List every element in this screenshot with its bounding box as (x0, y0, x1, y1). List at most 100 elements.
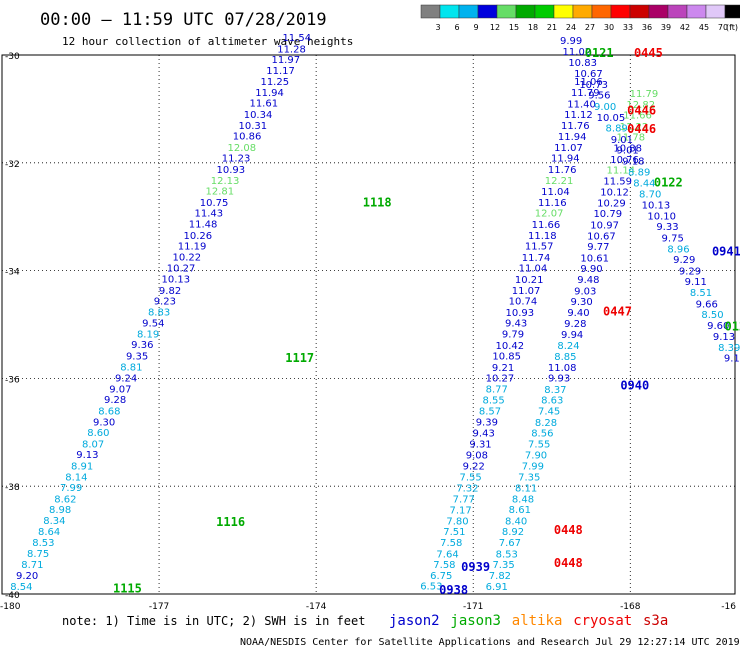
wave-height-value: 11.16 (538, 198, 567, 209)
wave-height-value: 9.28 (564, 319, 586, 330)
wave-height-value: 9.66 (696, 299, 718, 310)
wave-height-value: 8.40 (505, 516, 527, 527)
color-swatch (534, 4, 555, 19)
pass-time-label: 0447 (603, 304, 632, 318)
wave-height-value: 9.90 (580, 264, 602, 275)
wave-height-value: 11.22 (620, 122, 649, 133)
wave-height-value: 11.54 (282, 33, 311, 44)
color-swatch (496, 4, 517, 19)
wave-height-value: 7.32 (456, 484, 478, 495)
wave-height-value: 11.74 (522, 253, 551, 264)
wave-height-value: 11.07 (512, 286, 541, 297)
color-bin-label: 9 (473, 23, 478, 32)
wave-height-value: 8.37 (544, 385, 566, 396)
wave-height-value: 10.86 (233, 132, 262, 143)
wave-height-value: 9.30 (93, 417, 115, 428)
wave-height-value: 8.63 (541, 396, 563, 407)
color-swatch (572, 4, 593, 19)
pass-time-label: 0941 (712, 245, 740, 259)
wave-height-value: 10.22 (173, 252, 202, 263)
pass-time-label: 0446 (627, 103, 656, 117)
wave-height-value: 10.27 (167, 264, 196, 275)
wave-height-value: 11.12 (564, 110, 593, 121)
wave-height-value: 8.92 (502, 527, 524, 538)
wave-height-value: 8.71 (21, 560, 43, 571)
y-tick-label: -36 (5, 375, 20, 385)
wave-height-value: 9.21 (492, 363, 514, 374)
wave-height-value: 9.28 (104, 395, 126, 406)
color-swatch (686, 4, 707, 19)
wave-height-value: 9.56 (588, 91, 610, 102)
color-swatch (610, 4, 631, 19)
wave-height-value: 9.07 (109, 384, 131, 395)
x-tick-label: -171 (463, 602, 483, 612)
wave-height-value: 8.68 (98, 407, 120, 418)
wave-height-value: 9.30 (570, 297, 592, 308)
satellite-legend-item: altika (512, 613, 563, 629)
color-swatch (553, 4, 574, 19)
wave-height-value: 9.08 (466, 451, 488, 462)
color-swatch (477, 4, 498, 19)
wave-height-value: 10.74 (509, 297, 538, 308)
wave-height-value: 10.88 (613, 143, 642, 154)
wave-height-value: 10.34 (244, 110, 273, 121)
wave-height-value: 11.06 (574, 77, 603, 88)
pass-time-label: 0448 (554, 523, 583, 537)
wave-height-value: 9.99 (560, 36, 582, 47)
wave-height-value: 8.28 (535, 418, 557, 429)
wave-height-value: 8.53 (496, 549, 518, 560)
wave-height-value: 11.04 (519, 264, 548, 275)
wave-height-value: 12.08 (227, 143, 256, 154)
wave-height-value: 8.89 (628, 168, 650, 179)
color-bin-label: 70 (718, 23, 728, 32)
wave-height-value: 10.83 (568, 58, 597, 69)
wave-height-value: 11.25 (260, 77, 289, 88)
color-unit-label: (ft) (726, 23, 738, 32)
pass-time-label: 1115 (113, 581, 142, 595)
wave-height-value: 9.35 (126, 352, 148, 363)
wave-height-value: 11.79 (571, 88, 600, 99)
satellite-legend-item: cryosat (573, 613, 632, 629)
wave-height-value: 11.17 (266, 66, 295, 77)
pass-time-label: 0938 (439, 583, 468, 597)
wave-height-value: 12.82 (626, 100, 655, 111)
wave-height-value: 8.39 (718, 343, 740, 354)
color-bin-label: 6 (454, 23, 459, 32)
wave-height-value: 10.76 (610, 155, 639, 166)
wave-height-value: 9.03 (574, 286, 596, 297)
wave-height-value: 9.33 (656, 222, 678, 233)
wave-height-value: 10.75 (200, 198, 229, 209)
wave-height-value: 11.14 (607, 166, 636, 177)
wave-height-value: 10.27 (486, 374, 515, 385)
wave-height-value: 8.96 (667, 244, 689, 255)
wave-height-value: 11.04 (541, 187, 570, 198)
wave-height-value: 11.18 (528, 231, 557, 242)
wave-height-value: 7.55 (459, 472, 481, 483)
y-tick-label: -32 (5, 160, 20, 170)
wave-height-value: 7.45 (538, 407, 560, 418)
pass-time-label: 1116 (216, 515, 245, 529)
color-swatch (591, 4, 612, 19)
pass-time-label: 1117 (285, 351, 314, 365)
pass-time-label: 0939 (461, 560, 490, 574)
wave-height-value: 8.55 (483, 396, 505, 407)
chart-title: 00:00 – 11:59 UTC 07/28/2019 (40, 10, 327, 30)
wave-height-value: 11.40 (567, 99, 596, 110)
wave-height-value: 7.64 (436, 549, 458, 560)
wave-height-value: 11.94 (558, 132, 587, 143)
wave-height-value: 11.94 (255, 88, 284, 99)
wave-height-value: 8.85 (554, 352, 576, 363)
wave-height-value: 9.23 (154, 297, 176, 308)
color-bin-label: 36 (642, 23, 652, 32)
wave-height-value: 10.21 (515, 275, 544, 286)
wave-height-value: 8.44 (633, 179, 655, 190)
wave-height-value: 9.43 (473, 429, 495, 440)
color-bin-label: 39 (661, 23, 671, 32)
wave-height-value: 11.78 (616, 133, 645, 144)
x-tick-label: -168 (620, 602, 641, 612)
color-swatch (629, 4, 650, 19)
wave-height-value: 8.11 (515, 484, 537, 495)
wave-height-value: 9.18 (622, 156, 644, 167)
pass-time-label: 0121 (585, 46, 614, 60)
wave-height-value: 9.79 (502, 329, 524, 340)
